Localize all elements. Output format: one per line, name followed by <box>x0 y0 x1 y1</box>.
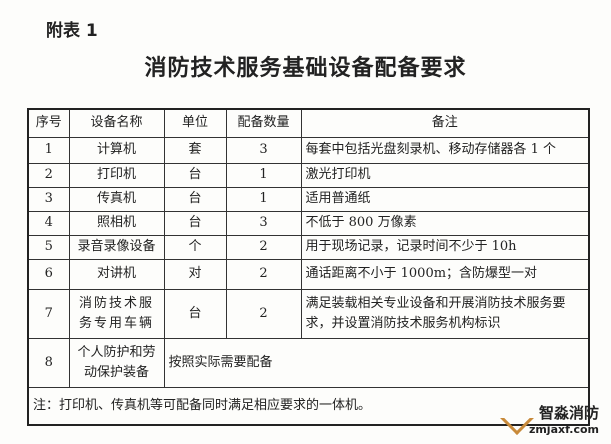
table-row: 2 打印机台 1 激光打印机 <box>27 162 590 188</box>
table-row: 7 消防技术服务专用车辆台 2 满足装载相关专业设备和开展消防技术服务要求，并设置消防… <box>27 288 590 339</box>
table-row: 5 录音录像设备个 2 用于现场记录，记录时间不少于 10h <box>27 234 590 260</box>
header-cell: 备注 <box>300 108 590 138</box>
header-cell: 配备数量 <box>225 108 302 138</box>
cell-name: 打印机 <box>68 162 165 188</box>
table-row: 3 传真机台 1 适用普通纸 <box>27 186 590 212</box>
cell-name: 传真机 <box>68 186 165 212</box>
document-title: 消防技术服务基础设备配备要求 <box>144 55 467 81</box>
table-row: 8 个人防护和劳动保护装备 按照实际需要配备 <box>27 337 590 388</box>
cell-quantity: 3 <box>225 136 302 164</box>
cell-unit: 台 <box>163 186 227 212</box>
table-row: 1 计算机套 3 每套中包括光盘刻录机、移动存储器各 1 个 <box>27 136 590 164</box>
watermark-site: zmjaxf.com <box>528 423 599 436</box>
cell-quantity: 1 <box>225 186 302 212</box>
cell-name: 照相机 <box>68 210 165 236</box>
cell-unit: 台 <box>163 210 227 236</box>
cell-unit: 台 <box>163 162 227 188</box>
watermark-name: 智淼消防 <box>538 404 599 422</box>
cell-remark: 激光打印机 <box>300 162 590 188</box>
table-header: 序号 设备名称 单位 配备数量 备注 <box>27 108 590 138</box>
cell-no: 3 <box>27 186 70 212</box>
cell-unit: 套 <box>163 136 227 164</box>
cell-remark: 适用普通纸 <box>300 186 590 212</box>
cell-remark: 每套中包括光盘刻录机、移动存储器各 1 个 <box>300 136 590 164</box>
cell-unit: 个 <box>163 234 227 260</box>
cell-unit: 台 <box>163 288 227 339</box>
cell-no: 4 <box>27 210 70 236</box>
cell-name: 录音录像设备 <box>68 234 165 260</box>
cell-quantity: 1 <box>225 162 302 188</box>
cell-no: 5 <box>27 234 70 260</box>
cell-quantity: 2 <box>225 234 302 260</box>
cell-no: 6 <box>27 258 70 290</box>
cell-remark: 用于现场记录，记录时间不少于 10h <box>300 234 590 260</box>
table-note-row: 注：打印机、传真机等可配备同时满足相应要求的一体机。 <box>27 386 590 425</box>
cell-remark: 按照实际需要配备 <box>163 337 590 388</box>
watermark: 智淼消防 zmjaxf.com <box>499 401 599 436</box>
cell-name: 计算机 <box>68 136 165 164</box>
cell-remark: 满足装载相关专业设备和开展消防技术服务要求，并设置消防技术服务机构标识 <box>300 288 590 339</box>
cell-remark: 不低于 800 万像素 <box>300 210 590 236</box>
cell-name: 消防技术服务专用车辆 <box>68 288 165 339</box>
cell-name: 对讲机 <box>68 258 165 290</box>
cell-no: 7 <box>27 288 70 339</box>
header-cell: 设备名称 <box>68 108 165 138</box>
table-row: 4 照相机台 3 不低于 800 万像素 <box>27 210 590 236</box>
cell-remark: 通话距离不小于 1000m；含防爆型一对 <box>300 258 590 290</box>
header-cell: 单位 <box>163 108 227 138</box>
cell-quantity: 2 <box>225 258 302 290</box>
cell-unit: 对 <box>163 258 227 290</box>
cell-no: 1 <box>27 136 70 164</box>
header-cell: 序号 <box>27 108 70 138</box>
table-row: 6 对讲机对 2 通话距离不小于 1000m；含防爆型一对 <box>27 258 590 290</box>
cell-no: 2 <box>27 162 70 188</box>
cell-name: 个人防护和劳动保护装备 <box>68 337 165 388</box>
equipment-table: 序号 设备名称 单位 配备数量 备注 1 计算机套 3 每套中包括光盘刻录机、移动存储… <box>27 108 590 426</box>
cell-no: 8 <box>27 337 70 388</box>
cell-quantity: 2 <box>225 288 302 339</box>
cell-quantity: 3 <box>225 210 302 236</box>
annex-label: 附表 1 <box>46 21 98 41</box>
table-note: 注：打印机、传真机等可配备同时满足相应要求的一体机。 <box>27 386 590 425</box>
